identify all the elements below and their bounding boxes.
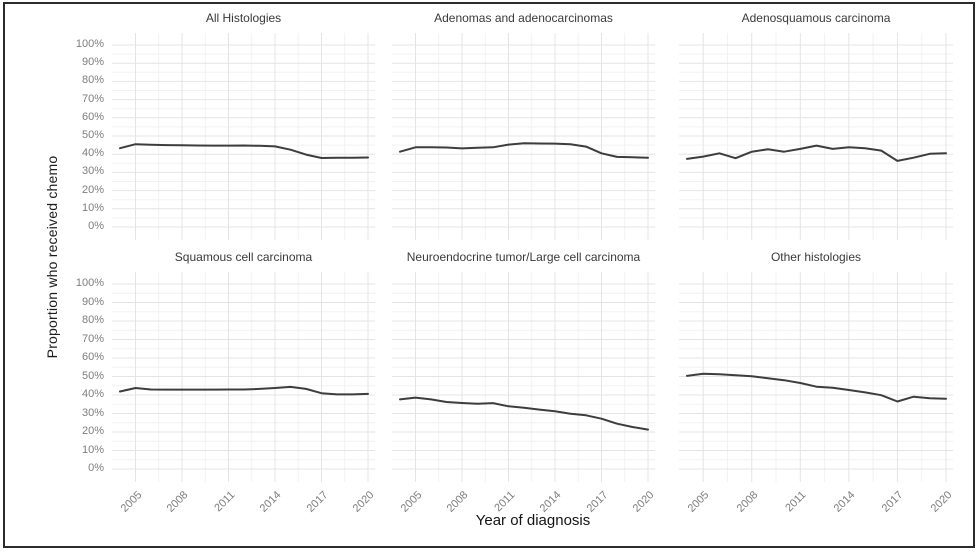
major-gridlines [679, 272, 953, 482]
facet-title-all-histologies: All Histologies [205, 11, 282, 25]
y-tick-label: 20% [81, 425, 104, 437]
y-tick-label: 80% [81, 74, 104, 87]
major-gridlines [112, 272, 375, 482]
y-tick-label: 30% [81, 406, 104, 419]
y-tick-label: 100% [75, 277, 104, 289]
facet-panel-all-histologies [112, 33, 375, 240]
y-tick-label: 90% [81, 56, 104, 69]
y-tick-label: 10% [81, 443, 104, 456]
facet-panel-adenomas-adenocarcinomas [392, 33, 655, 240]
series-line-other-histologies [686, 372, 947, 403]
facet-panel-neuroendocrine-large-cell [392, 272, 655, 482]
facet-panel-squamous-cell-carcinoma [112, 272, 375, 482]
y-tick-label: 60% [81, 351, 104, 363]
x-axis-title: Year of diagnosis [475, 512, 591, 529]
major-gridlines [112, 33, 375, 240]
y-tick-label: 0% [88, 220, 104, 232]
major-gridlines [679, 33, 953, 240]
figure-border [3, 2, 975, 548]
facet-panel-adenosquamous-carcinoma [679, 33, 953, 240]
facet-title-other-histologies: Other histologies [770, 250, 862, 264]
facet-title-adenomas-adenocarcinomas: Adenomas and adenocarcinomas [434, 11, 613, 25]
y-tick-label: 90% [81, 295, 104, 308]
y-tick-label: 50% [81, 129, 104, 141]
series-line-adenomas-adenocarcinomas [399, 142, 649, 159]
facet-title-adenosquamous-carcinoma: Adenosquamous carcinoma [741, 11, 891, 25]
series-line-all-histologies [119, 143, 369, 159]
y-tick-label: 70% [81, 332, 104, 345]
y-tick-label: 70% [81, 92, 104, 105]
y-tick-label: 40% [81, 388, 104, 400]
y-tick-label: 80% [81, 314, 104, 326]
y-tick-label: 0% [88, 462, 104, 474]
y-tick-label: 60% [81, 110, 104, 123]
minor-gridlines [112, 272, 375, 482]
y-tick-label: 40% [81, 147, 104, 160]
y-tick-label: 100% [75, 38, 104, 50]
facet-panel-other-histologies [679, 272, 953, 482]
y-tick-label: 50% [81, 369, 104, 382]
y-tick-label: 30% [81, 165, 104, 178]
series-line-adenosquamous-carcinoma [686, 144, 947, 162]
facet-title-neuroendocrine-large-cell: Neuroendocrine tumor/Large cell carcinom… [406, 250, 641, 264]
series-line-squamous-cell-carcinoma [119, 385, 369, 396]
y-tick-label: 20% [81, 183, 104, 196]
series-line-neuroendocrine-large-cell [399, 396, 649, 431]
major-gridlines [392, 33, 655, 240]
facet-title-squamous-cell-carcinoma: Squamous cell carcinoma [174, 250, 313, 264]
minor-gridlines [679, 272, 953, 482]
major-gridlines [392, 272, 655, 482]
y-tick-label: 10% [81, 201, 104, 214]
